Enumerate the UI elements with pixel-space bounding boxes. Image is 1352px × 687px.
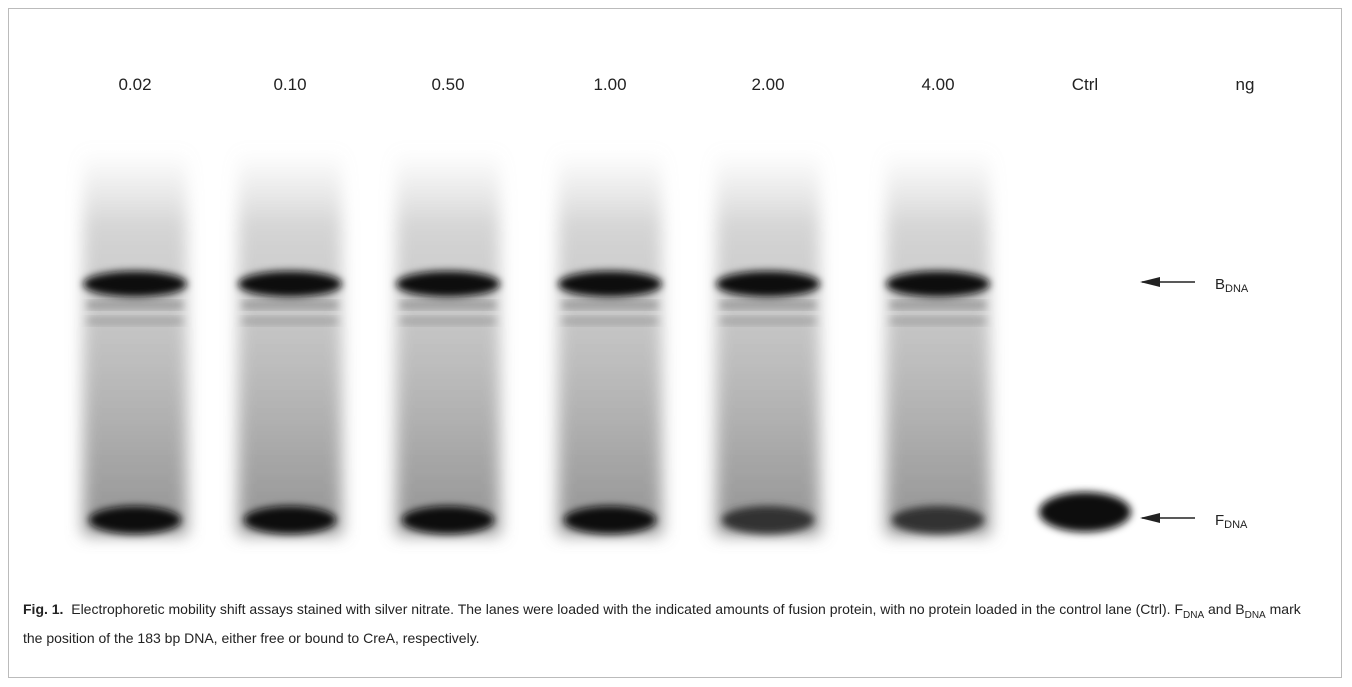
- lane-smear: [886, 150, 990, 535]
- marker-arrows: [1140, 277, 1195, 523]
- bound-band: [396, 271, 500, 297]
- caption: Fig. 1. Electrophoretic mobility shift a…: [23, 598, 1323, 650]
- free-band: [1039, 492, 1131, 532]
- free-band: [402, 506, 494, 534]
- lane-smear: [716, 150, 820, 535]
- minor-band: [87, 318, 183, 324]
- lane-smear: [238, 150, 342, 535]
- minor-band: [87, 302, 183, 308]
- minor-band: [242, 318, 338, 324]
- bound-band: [558, 271, 662, 297]
- minor-band: [720, 302, 816, 308]
- caption-label: Fig. 1.: [23, 601, 64, 617]
- bound-band: [886, 271, 990, 297]
- lane-smear: [83, 150, 187, 535]
- unit-label: ng: [1236, 75, 1255, 94]
- free-band: [89, 506, 181, 534]
- marker-label: FDNA: [1215, 512, 1248, 531]
- minor-band: [400, 318, 496, 324]
- free-band: [564, 506, 656, 534]
- bound-band: [83, 271, 187, 297]
- lane-label: 0.02: [118, 75, 151, 94]
- minor-band: [890, 302, 986, 308]
- lane-label: 0.10: [273, 75, 306, 94]
- lane-smear: [558, 150, 662, 535]
- lane-smear: [396, 150, 500, 535]
- caption-sub: DNA: [1244, 609, 1266, 621]
- minor-band: [890, 318, 986, 324]
- caption-text: mark the position of the 183 bp DNA, eit…: [23, 601, 1301, 646]
- minor-band: [400, 302, 496, 308]
- lane-label: 0.50: [431, 75, 464, 94]
- caption-text: and B: [1204, 601, 1245, 617]
- bound-band: [238, 271, 342, 297]
- minor-band: [720, 318, 816, 324]
- figure-frame: [8, 8, 1342, 678]
- minor-band: [562, 302, 658, 308]
- caption-text: Electrophoretic mobility shift assays st…: [71, 601, 1183, 617]
- free-band: [244, 506, 336, 534]
- free-band: [892, 506, 984, 534]
- lane-label: 2.00: [751, 75, 784, 94]
- caption-sub: DNA: [1183, 609, 1205, 621]
- marker-label: BDNA: [1215, 276, 1249, 295]
- minor-band: [242, 302, 338, 308]
- gel-image: BDNA FDNA ng 0.02 0.10 0.50 1.00 2.00 4.00 Ctr…: [83, 75, 1255, 535]
- free-band: [722, 506, 814, 534]
- bound-band: [716, 271, 820, 297]
- lane-label: 1.00: [593, 75, 626, 94]
- minor-band: [562, 318, 658, 324]
- lane-label: Ctrl: [1072, 75, 1098, 94]
- lane-label: 4.00: [921, 75, 954, 94]
